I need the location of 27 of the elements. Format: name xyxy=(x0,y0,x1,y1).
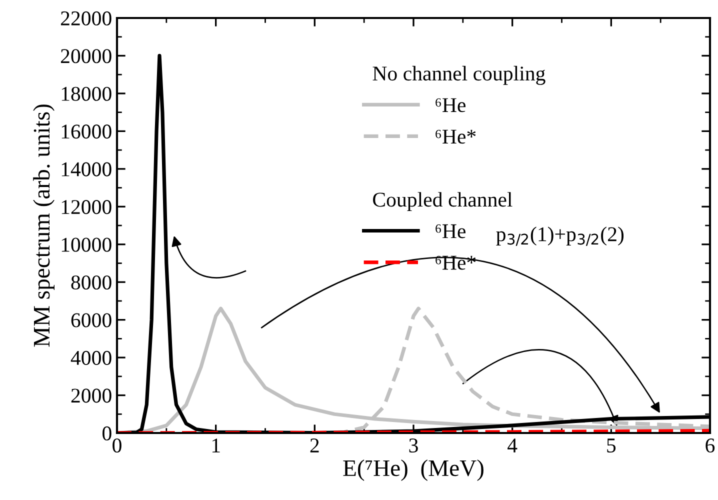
annotation: p$_{3/2}$(1)+p$_{3/2}$(2) xyxy=(496,226,624,246)
y-tick-label: 0 xyxy=(102,426,112,440)
y-tick-label: 10000 xyxy=(62,238,112,252)
x-tick-label: 2 xyxy=(310,438,319,452)
annotation: Coupled channel xyxy=(373,192,512,211)
x-tick-label: 0 xyxy=(112,438,122,453)
x-tick-label: 1 xyxy=(212,438,220,452)
y-tick-label: 20000 xyxy=(60,49,112,64)
y-tick-label: 16000 xyxy=(62,124,112,139)
y-tick-label: 12000 xyxy=(62,200,112,214)
x-tick-label: 5 xyxy=(607,438,616,453)
annotation: No channel coupling xyxy=(372,66,546,85)
y-tick-label: 18000 xyxy=(62,86,112,101)
y-tick-label: 22000 xyxy=(60,11,112,26)
y-tick-label: 6000 xyxy=(71,313,112,328)
y-axis-title: MM spectrum (arb. units) xyxy=(33,104,54,347)
y-tick-label: 14000 xyxy=(62,162,112,176)
legend-label: ⁶He xyxy=(436,224,466,238)
y-tick-label: 8000 xyxy=(71,275,112,290)
x-tick-label: 6 xyxy=(706,438,715,453)
x-tick-label: 4 xyxy=(508,438,518,452)
legend-label: ⁶He xyxy=(436,98,466,112)
y-tick-label: 4000 xyxy=(70,350,112,365)
x-axis-title: E(⁷He) (MeV) xyxy=(343,460,484,481)
x-tick-label: 3 xyxy=(409,438,418,453)
y-tick-label: 2000 xyxy=(71,388,112,403)
legend-label: ⁶He* xyxy=(436,130,476,144)
